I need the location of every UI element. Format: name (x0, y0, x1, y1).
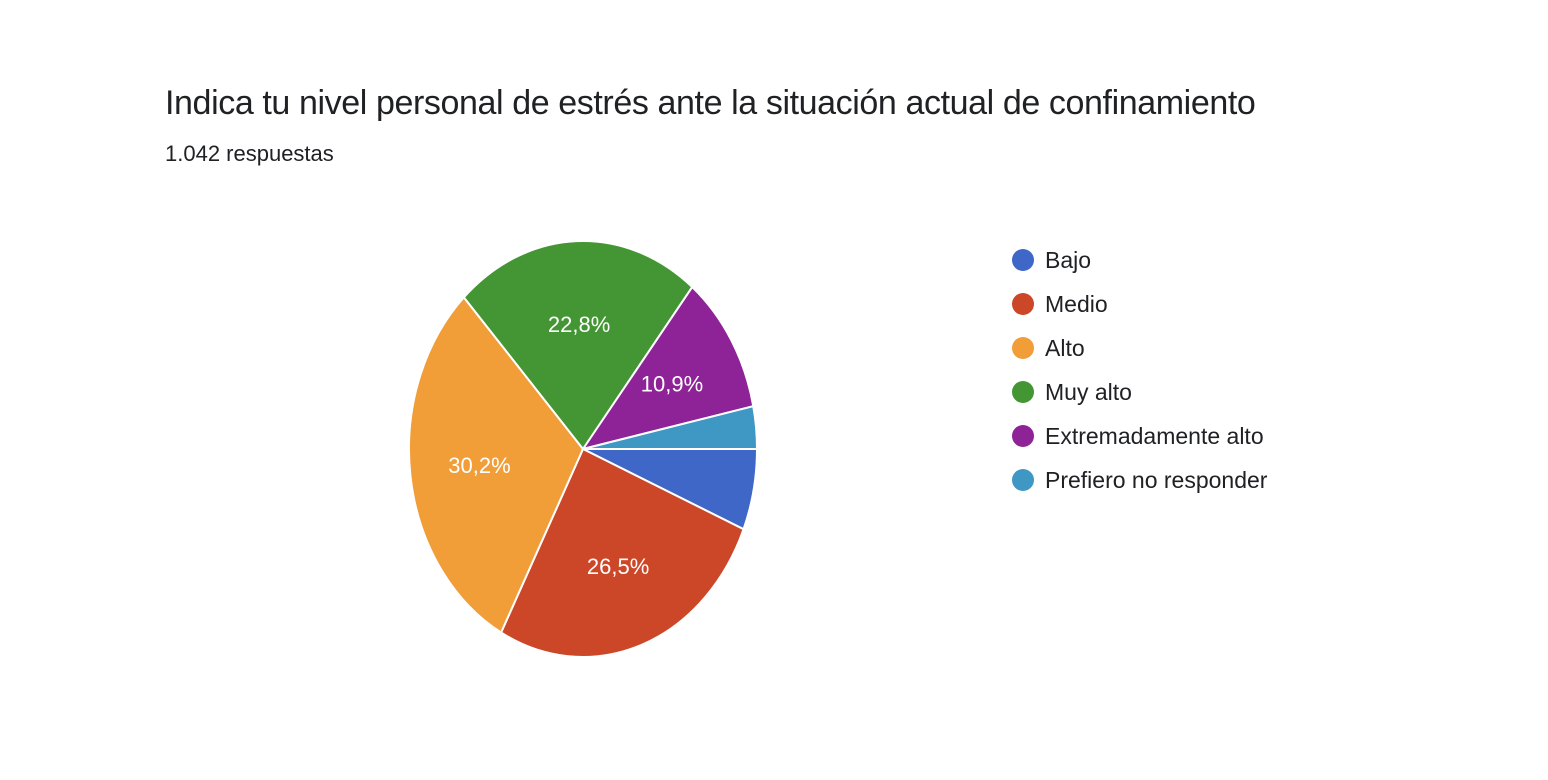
legend-label: Muy alto (1045, 378, 1132, 405)
legend-swatch (1012, 249, 1034, 271)
legend-swatch (1012, 337, 1034, 359)
chart-title: Indica tu nivel personal de estrés ante … (165, 84, 1256, 122)
pie-slice-5[interactable] (582, 404, 759, 450)
legend-label: Bajo (1045, 246, 1092, 273)
pie-slice-1[interactable] (499, 447, 745, 658)
legend-label: Alto (1045, 334, 1085, 361)
pie-slice-4[interactable] (580, 285, 755, 451)
slice-label-4: 10,9% (641, 371, 703, 396)
slice-label-3: 22,8% (548, 312, 610, 337)
legend-item-1[interactable]: Medio (1012, 282, 1267, 326)
legend-item-5[interactable]: Prefiero no responder (1012, 458, 1267, 502)
legend-swatch (1012, 381, 1034, 403)
legend-item-3[interactable]: Muy alto (1012, 370, 1267, 414)
legend-swatch (1012, 425, 1034, 447)
pie-slice-3[interactable] (462, 240, 694, 451)
legend-label: Prefiero no responder (1045, 466, 1268, 493)
response-count: 1.042 respuestas (165, 141, 334, 166)
legend: Bajo Medio Alto Muy alto Extremadamente alto… (1012, 238, 1267, 502)
legend-item-0[interactable]: Bajo (1012, 238, 1267, 282)
legend-swatch (1012, 293, 1034, 315)
legend-swatch (1012, 469, 1034, 491)
legend-item-2[interactable]: Alto (1012, 326, 1267, 370)
legend-label: Extremadamente alto (1045, 422, 1264, 449)
legend-item-4[interactable]: Extremadamente alto (1012, 414, 1267, 458)
pie-slice-2[interactable] (408, 295, 585, 634)
slice-label-2: 30,2% (448, 453, 510, 478)
legend-label: Medio (1045, 290, 1108, 317)
slice-label-1: 26,5% (587, 554, 649, 579)
